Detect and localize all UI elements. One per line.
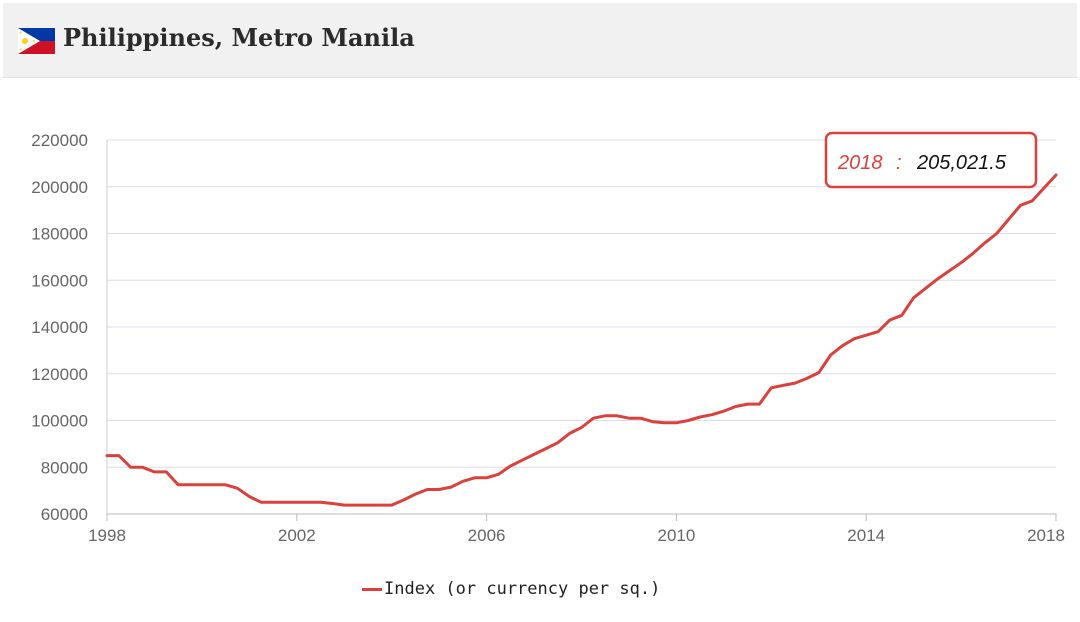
philippines-flag-icon <box>18 28 55 54</box>
x-tick-label: 2002 <box>278 526 316 545</box>
legend-label: Index (or currency per sq.) <box>384 579 661 599</box>
y-tick-label: 200000 <box>31 178 88 197</box>
legend[interactable]: Index (or currency per sq.) <box>362 577 660 601</box>
x-tick-label: 2018 <box>1027 526 1065 545</box>
x-tick-label: 2014 <box>847 526 885 545</box>
series-line[interactable] <box>105 173 1058 507</box>
x-tick-label: 2006 <box>468 526 506 545</box>
y-tick-label: 100000 <box>31 412 88 431</box>
y-tick-label: 80000 <box>41 458 88 477</box>
x-tick-label: 2010 <box>657 526 695 545</box>
tooltip-separator: : <box>896 152 902 174</box>
grid-lines <box>107 139 1056 515</box>
series-layer <box>105 173 1058 507</box>
y-tick-label: 120000 <box>31 365 88 384</box>
tooltip-box <box>824 131 1038 189</box>
chart-header: Philippines, Metro Manila <box>3 3 1077 78</box>
y-tick-label: 160000 <box>31 271 88 290</box>
x-tick-label: 1998 <box>88 526 126 545</box>
tooltip: 2018 : 205,021.5 <box>824 131 1038 189</box>
legend-swatch <box>362 587 382 591</box>
tooltip-year: 2018 <box>837 152 883 174</box>
y-tick-label: 220000 <box>31 131 88 150</box>
y-tick-label: 180000 <box>31 225 88 244</box>
page-title: Philippines, Metro Manila <box>63 23 415 52</box>
axes: 60000 80000 100000 120000 140000 160000 180000… <box>31 131 1065 545</box>
y-tick-label: 60000 <box>41 505 88 524</box>
y-tick-label: 140000 <box>31 318 88 337</box>
tooltip-value: 205,021.5 <box>916 152 1007 174</box>
